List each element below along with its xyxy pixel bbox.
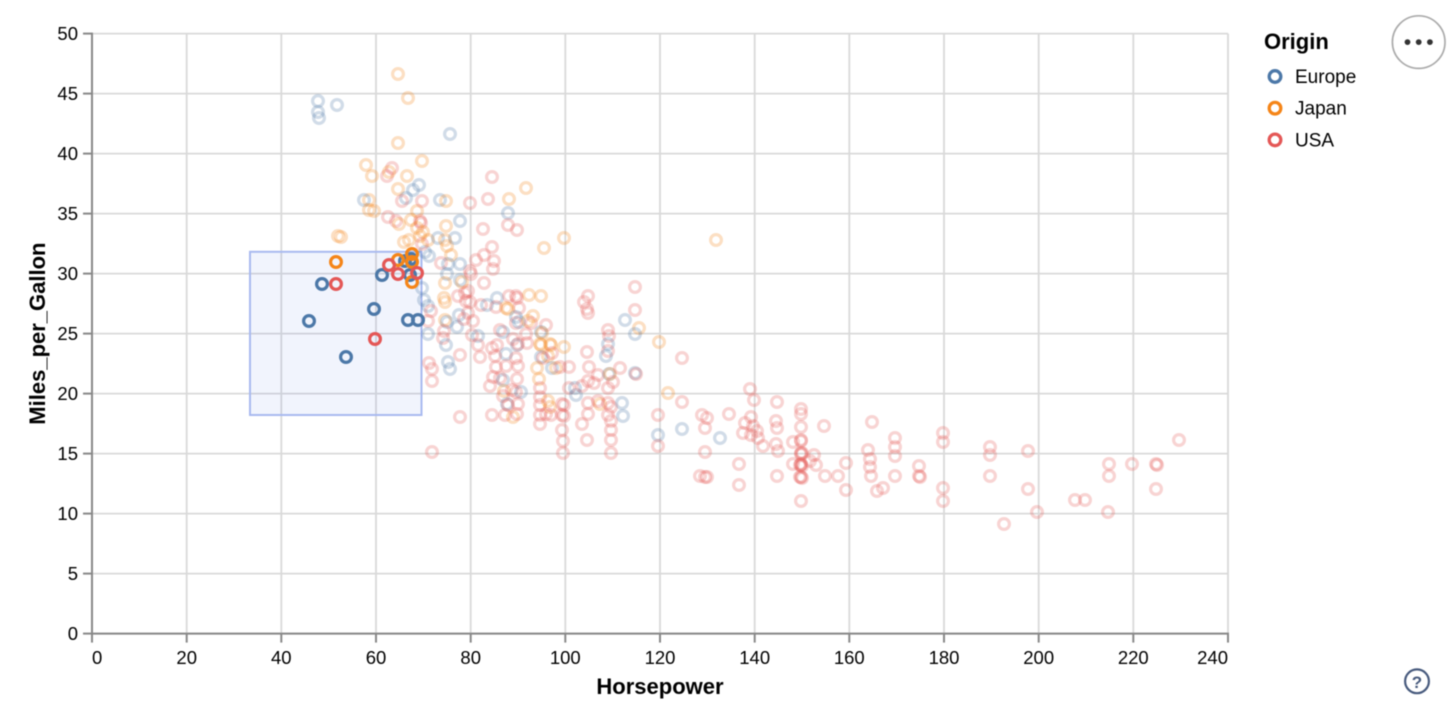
svg-text:80: 80	[460, 647, 481, 668]
svg-text:Miles_per_Gallon: Miles_per_Gallon	[25, 243, 50, 425]
svg-text:5: 5	[68, 563, 78, 584]
svg-text:20: 20	[57, 383, 78, 404]
svg-text:240: 240	[1197, 647, 1228, 668]
svg-text:180: 180	[929, 647, 960, 668]
svg-text:35: 35	[57, 203, 78, 224]
svg-text:10: 10	[57, 503, 78, 524]
svg-text:140: 140	[739, 647, 770, 668]
svg-text:160: 160	[834, 647, 865, 668]
svg-text:25: 25	[57, 323, 78, 344]
svg-text:USA: USA	[1295, 130, 1334, 151]
svg-text:15: 15	[57, 443, 78, 464]
svg-text:40: 40	[271, 647, 292, 668]
svg-text:200: 200	[1023, 647, 1054, 668]
svg-text:0: 0	[68, 623, 78, 644]
svg-text:220: 220	[1118, 647, 1149, 668]
svg-text:?: ?	[1412, 673, 1422, 692]
svg-text:Origin: Origin	[1264, 29, 1329, 54]
svg-text:40: 40	[57, 143, 78, 164]
svg-text:120: 120	[645, 647, 676, 668]
svg-text:60: 60	[366, 647, 387, 668]
svg-text:Japan: Japan	[1295, 99, 1347, 120]
svg-text:50: 50	[57, 23, 78, 44]
svg-text:100: 100	[550, 647, 581, 668]
svg-text:0: 0	[92, 647, 102, 668]
svg-text:20: 20	[176, 647, 197, 668]
svg-text:45: 45	[57, 83, 78, 104]
svg-text:30: 30	[57, 263, 78, 284]
svg-text:Europe: Europe	[1295, 67, 1356, 88]
svg-text:Horsepower: Horsepower	[596, 674, 724, 699]
